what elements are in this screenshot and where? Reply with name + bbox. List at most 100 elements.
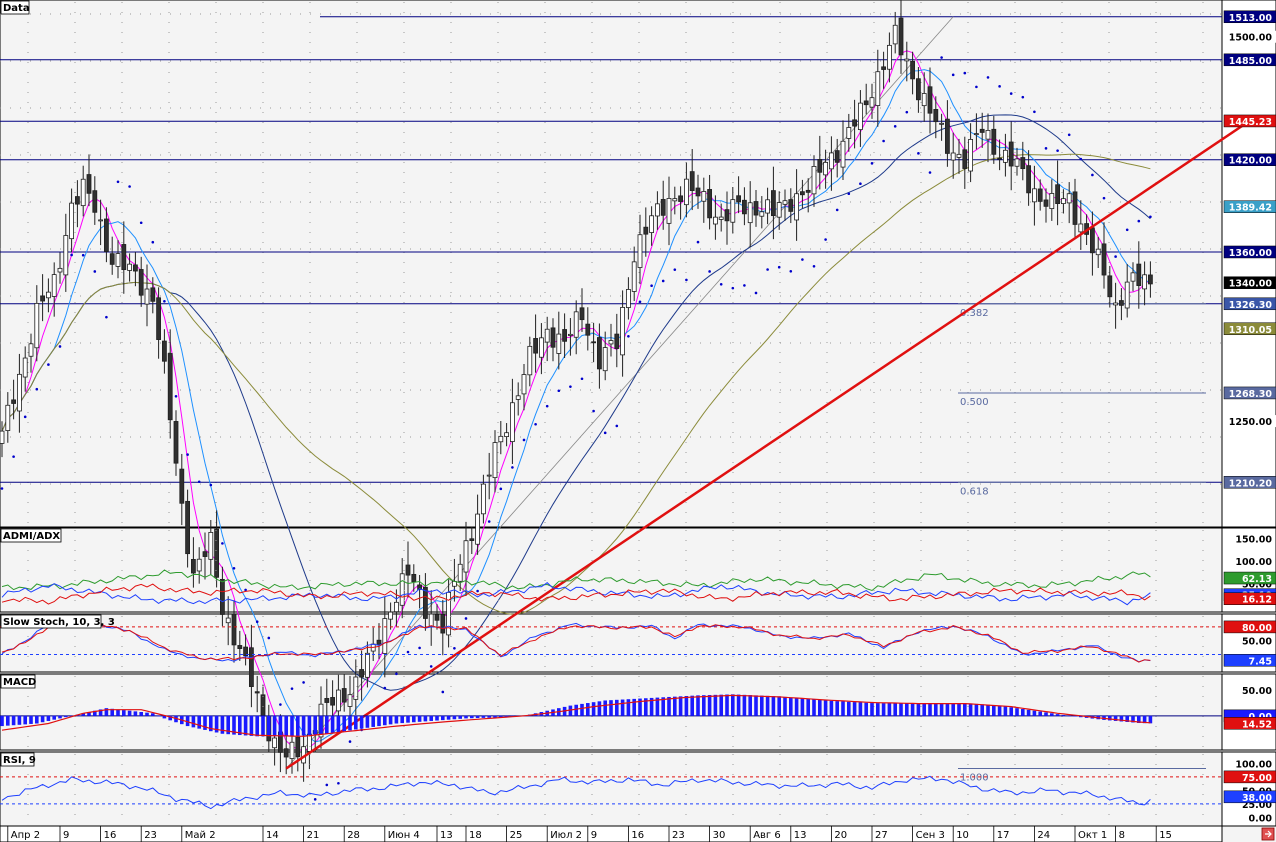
candle[interactable] [736, 195, 741, 203]
candle[interactable] [579, 307, 585, 321]
candle[interactable] [602, 347, 608, 372]
candle[interactable] [689, 171, 695, 191]
candle[interactable] [196, 558, 202, 572]
candle[interactable] [608, 340, 614, 345]
candle[interactable] [486, 474, 492, 477]
candle[interactable] [446, 591, 452, 636]
candle[interactable] [498, 435, 504, 443]
candle[interactable] [115, 253, 121, 267]
candle[interactable] [881, 66, 886, 70]
candle[interactable] [730, 199, 736, 223]
candle[interactable] [1020, 157, 1026, 170]
candle[interactable] [185, 500, 191, 555]
candle[interactable] [156, 297, 162, 340]
candle[interactable] [359, 669, 365, 678]
candle[interactable] [1078, 223, 1084, 233]
candle[interactable] [544, 328, 550, 343]
candle[interactable] [1148, 274, 1153, 285]
candle[interactable] [463, 540, 469, 573]
candle[interactable] [753, 201, 759, 216]
candle[interactable] [0, 430, 5, 444]
candle[interactable] [248, 647, 254, 687]
candle[interactable] [1090, 227, 1095, 254]
candle[interactable] [231, 613, 237, 646]
price-panel[interactable]: 0.382 0.500 0.618 1.000 1513.00 1500.00 1485.0… [0, 0, 1276, 801]
candle[interactable] [243, 646, 249, 657]
candle[interactable] [626, 289, 631, 308]
candle[interactable] [672, 198, 678, 202]
candle[interactable] [1072, 191, 1078, 225]
candle[interactable] [492, 442, 498, 479]
candle[interactable] [57, 267, 63, 273]
candle[interactable] [1113, 302, 1118, 306]
candle[interactable] [904, 58, 910, 62]
trendline[interactable] [285, 120, 1250, 770]
candle[interactable] [933, 109, 939, 123]
candle[interactable] [620, 306, 625, 356]
candle[interactable] [40, 295, 45, 302]
candle[interactable] [457, 563, 463, 582]
candle[interactable] [63, 235, 69, 276]
candle[interactable] [776, 202, 782, 218]
candle[interactable] [306, 733, 312, 752]
candle[interactable] [892, 24, 898, 45]
candle[interactable] [399, 573, 405, 606]
candle[interactable] [597, 337, 602, 370]
slow-stoch-panel[interactable]: 50.00 80.00 7.45 [0, 616, 1276, 670]
candle[interactable] [364, 652, 370, 678]
candle[interactable] [550, 327, 556, 348]
candle[interactable] [527, 345, 533, 376]
candle[interactable] [388, 611, 394, 620]
candle[interactable] [1037, 188, 1043, 202]
candle[interactable] [393, 601, 399, 613]
candle[interactable] [1008, 141, 1014, 167]
candle[interactable] [782, 200, 788, 205]
candle[interactable] [521, 374, 527, 395]
candle[interactable] [1107, 275, 1113, 298]
candle[interactable] [214, 528, 220, 578]
candle[interactable] [585, 323, 591, 336]
candle[interactable] [811, 166, 817, 195]
candle[interactable] [1061, 198, 1066, 205]
candle[interactable] [666, 198, 672, 224]
candle[interactable] [434, 614, 440, 621]
candle[interactable] [916, 78, 921, 101]
candle[interactable] [724, 209, 730, 222]
candle[interactable] [985, 129, 991, 140]
candle[interactable] [649, 215, 654, 233]
candle[interactable] [1130, 272, 1136, 282]
candle[interactable] [5, 404, 11, 431]
candle[interactable] [829, 152, 834, 170]
candle[interactable] [660, 198, 666, 216]
candle[interactable] [1136, 263, 1142, 286]
candle[interactable] [225, 617, 231, 624]
candle[interactable] [713, 216, 718, 225]
candle[interactable] [330, 697, 336, 706]
candle[interactable] [614, 333, 620, 349]
candle[interactable] [556, 333, 562, 354]
candle[interactable] [1101, 243, 1107, 276]
candle[interactable] [997, 157, 1002, 160]
candle[interactable] [283, 748, 289, 758]
candle[interactable] [86, 174, 92, 194]
candle[interactable] [179, 468, 185, 504]
candle[interactable] [417, 584, 423, 590]
candle[interactable] [927, 86, 933, 114]
candle[interactable] [817, 159, 823, 173]
candle[interactable] [347, 694, 353, 707]
candle[interactable] [788, 199, 794, 212]
candle[interactable] [92, 190, 98, 213]
candle[interactable] [823, 161, 828, 176]
candle[interactable] [190, 559, 196, 574]
candle[interactable] [1026, 165, 1031, 194]
candle[interactable] [515, 395, 521, 400]
candle[interactable] [16, 373, 22, 412]
candle[interactable] [858, 102, 863, 130]
candle[interactable] [800, 191, 805, 196]
candle[interactable] [591, 341, 596, 344]
candle[interactable] [765, 199, 770, 214]
candle[interactable] [428, 613, 434, 627]
candle[interactable] [34, 302, 40, 349]
candle[interactable] [504, 432, 510, 437]
